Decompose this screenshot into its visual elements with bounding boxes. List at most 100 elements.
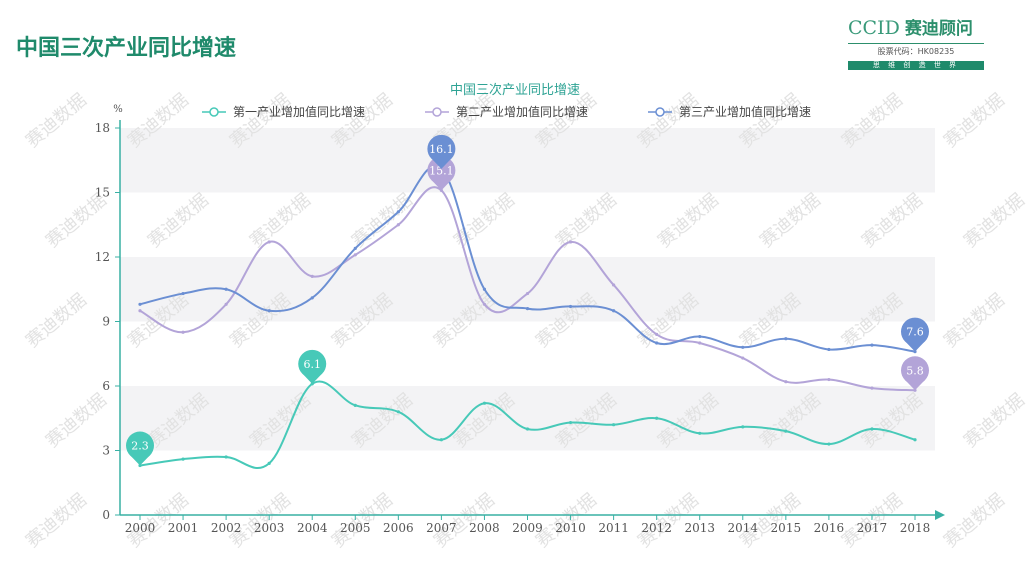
grid-bands (120, 128, 935, 451)
data-point (698, 334, 702, 339)
x-axis-arrow (935, 510, 945, 520)
grid-band (120, 128, 935, 193)
data-point (353, 403, 357, 407)
y-tick-label: 3 (102, 444, 110, 458)
data-point (396, 210, 400, 214)
ccid-logo: CCID 赛迪顾问 股票代码：HK08235 思 维 创 造 世 界 (848, 14, 988, 70)
watermark-text: 赛迪数据 (22, 290, 91, 352)
data-point (439, 438, 443, 442)
data-point (138, 309, 142, 313)
y-tick-label: 12 (95, 250, 110, 264)
data-point (181, 291, 185, 296)
x-tick-label: 2001 (168, 521, 199, 535)
watermark-text: 赛迪数据 (940, 290, 1009, 352)
watermark-text: 赛迪数据 (246, 190, 315, 252)
data-point (310, 296, 314, 300)
legend-label: 第二产业增加值同比增速 (456, 104, 588, 119)
grid-band (120, 257, 935, 322)
x-tick-label: 2002 (211, 521, 242, 535)
x-tick-label: 2007 (426, 521, 457, 535)
x-tick-label: 2016 (814, 521, 845, 535)
watermark-text: 赛迪数据 (42, 390, 111, 452)
marker-label: 5.8 (906, 364, 924, 377)
data-point (827, 377, 831, 382)
marker-layer: 2.3 6.1 15.1 5.8 16.1 7.6 (126, 134, 929, 466)
legend-marker-icon (432, 107, 442, 117)
data-point (568, 240, 573, 244)
x-tick-label: 2018 (900, 521, 931, 535)
marker-label: 16.1 (429, 143, 454, 156)
x-tick-label: 2011 (598, 521, 629, 535)
watermark-text: 赛迪数据 (552, 190, 621, 252)
data-point (525, 307, 530, 311)
x-tick-label: 2008 (469, 521, 500, 535)
y-tick-label: 18 (95, 121, 110, 135)
data-point (224, 302, 228, 306)
data-point (612, 309, 616, 313)
data-point (396, 410, 400, 414)
data-point (913, 438, 917, 442)
x-tick-label: 2005 (340, 521, 371, 535)
x-tick-label: 2003 (254, 521, 285, 535)
grid-band (120, 386, 935, 451)
marker-pin (901, 317, 929, 346)
x-tick-label: 2010 (555, 521, 586, 535)
data-point (655, 341, 659, 345)
legend-label: 第一产业增加值同比增速 (233, 104, 365, 119)
data-point (612, 423, 616, 427)
data-point (267, 240, 271, 244)
data-point (353, 246, 357, 250)
watermark-text: 赛迪数据 (654, 190, 723, 252)
line-chart: 赛迪数据 赛迪数据 赛迪数据 赛迪数据 赛迪数据 赛迪数据 赛迪数据 赛迪数据 赛迪数据 赛迪数据… (22, 82, 1029, 552)
data-point (181, 330, 185, 334)
watermark-text: 赛迪数据 (940, 490, 1009, 552)
logo-brand-cn: 赛迪顾问 (904, 19, 973, 39)
data-point (870, 343, 874, 347)
x-tick-label: 2015 (771, 521, 802, 535)
chart-legend: 第一产业增加值同比增速 第二产业增加值同比增速 第三产业增加值同比增速 (202, 104, 811, 119)
data-point (827, 347, 831, 352)
x-tick-label: 2004 (297, 521, 328, 535)
logo-stock-code: 股票代码：HK08235 (848, 43, 984, 57)
chart-title: 中国三次产业同比增速 (450, 82, 580, 98)
x-tick-label: 2006 (383, 521, 414, 535)
watermark-text: 赛迪数据 (960, 190, 1029, 252)
data-point (267, 461, 271, 465)
data-point (741, 356, 745, 360)
data-point (181, 457, 185, 461)
data-point (224, 455, 228, 459)
watermark-text: 赛迪数据 (940, 90, 1009, 152)
watermark-text: 赛迪数据 (858, 190, 927, 252)
data-point (310, 274, 314, 278)
marker-label: 15.1 (429, 164, 454, 177)
watermark-text: 赛迪数据 (756, 190, 825, 252)
logo-brand-latin: CCID (848, 17, 900, 39)
page-title: 中国三次产业同比增速 (16, 36, 237, 61)
x-tick-label: 2017 (857, 521, 888, 535)
data-point (784, 380, 788, 384)
x-tick-label: 2000 (125, 521, 156, 535)
x-tick-label: 2014 (728, 521, 759, 535)
marker-label: 2.3 (131, 440, 149, 453)
data-point (698, 431, 702, 435)
marker-pin (126, 431, 154, 460)
legend-marker-icon (209, 107, 219, 117)
watermark-text: 赛迪数据 (22, 490, 91, 552)
data-point (784, 429, 788, 433)
data-point (138, 302, 142, 306)
data-point (396, 223, 400, 227)
marker-pin (427, 134, 456, 163)
marker-label: 6.1 (303, 358, 321, 371)
y-tick-label: 6 (102, 379, 110, 393)
chart-container: 赛迪数据 赛迪数据 赛迪数据 赛迪数据 赛迪数据 赛迪数据 赛迪数据 赛迪数据 赛迪数据 赛迪数据… (0, 70, 1031, 557)
marker-label: 7.6 (906, 326, 924, 339)
data-point (353, 253, 357, 257)
watermark-text: 赛迪数据 (144, 190, 213, 252)
data-point (827, 442, 831, 446)
data-point (655, 332, 659, 336)
data-point (525, 427, 530, 431)
y-tick-label: 0 (102, 508, 110, 522)
data-point (870, 386, 874, 390)
data-point (267, 309, 271, 313)
chart-axes: 0 3 6 9 12 15 18 2000 2001 2002 2003 2004 2005 2006 20… (95, 120, 945, 535)
